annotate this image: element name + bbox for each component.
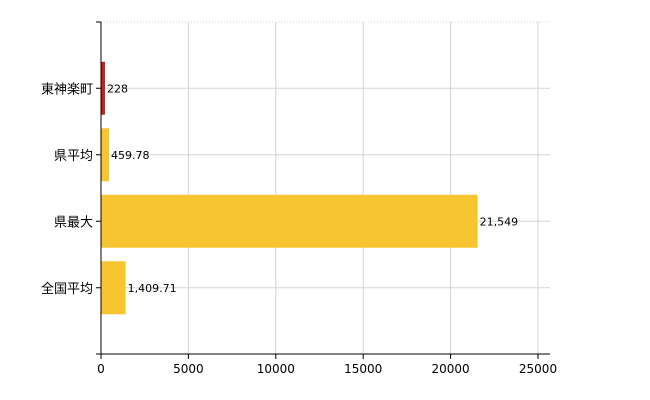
labels: 0 5000 10000 15000 20000 25000 東神楽町 228 県平均 459.7… <box>41 81 557 376</box>
x-tick-label-25000: 25000 <box>519 362 557 376</box>
x-tick-label-0: 0 <box>97 362 105 376</box>
axes <box>96 21 550 359</box>
bar-3 <box>101 261 126 315</box>
category-label-1: 県平均 <box>54 149 93 164</box>
category-label-3: 全国平均 <box>41 281 93 297</box>
bar-1 <box>101 128 110 182</box>
bar-0 <box>101 61 105 115</box>
data-label-3: 1,409.71 <box>128 282 177 295</box>
x-tick-label-10000: 10000 <box>257 362 295 376</box>
category-label-0: 東神楽町 <box>41 81 93 97</box>
gridlines <box>101 21 550 354</box>
data-label-0: 228 <box>107 82 128 95</box>
bars <box>101 61 478 315</box>
data-label-2: 21,549 <box>480 215 519 228</box>
x-tick-label-5000: 5000 <box>173 362 204 376</box>
x-tick-label-20000: 20000 <box>432 362 470 376</box>
x-tick-label-15000: 15000 <box>344 362 382 376</box>
data-label-1: 459.78 <box>111 149 150 162</box>
bar-2 <box>101 194 478 248</box>
category-label-2: 県最大 <box>54 215 93 230</box>
